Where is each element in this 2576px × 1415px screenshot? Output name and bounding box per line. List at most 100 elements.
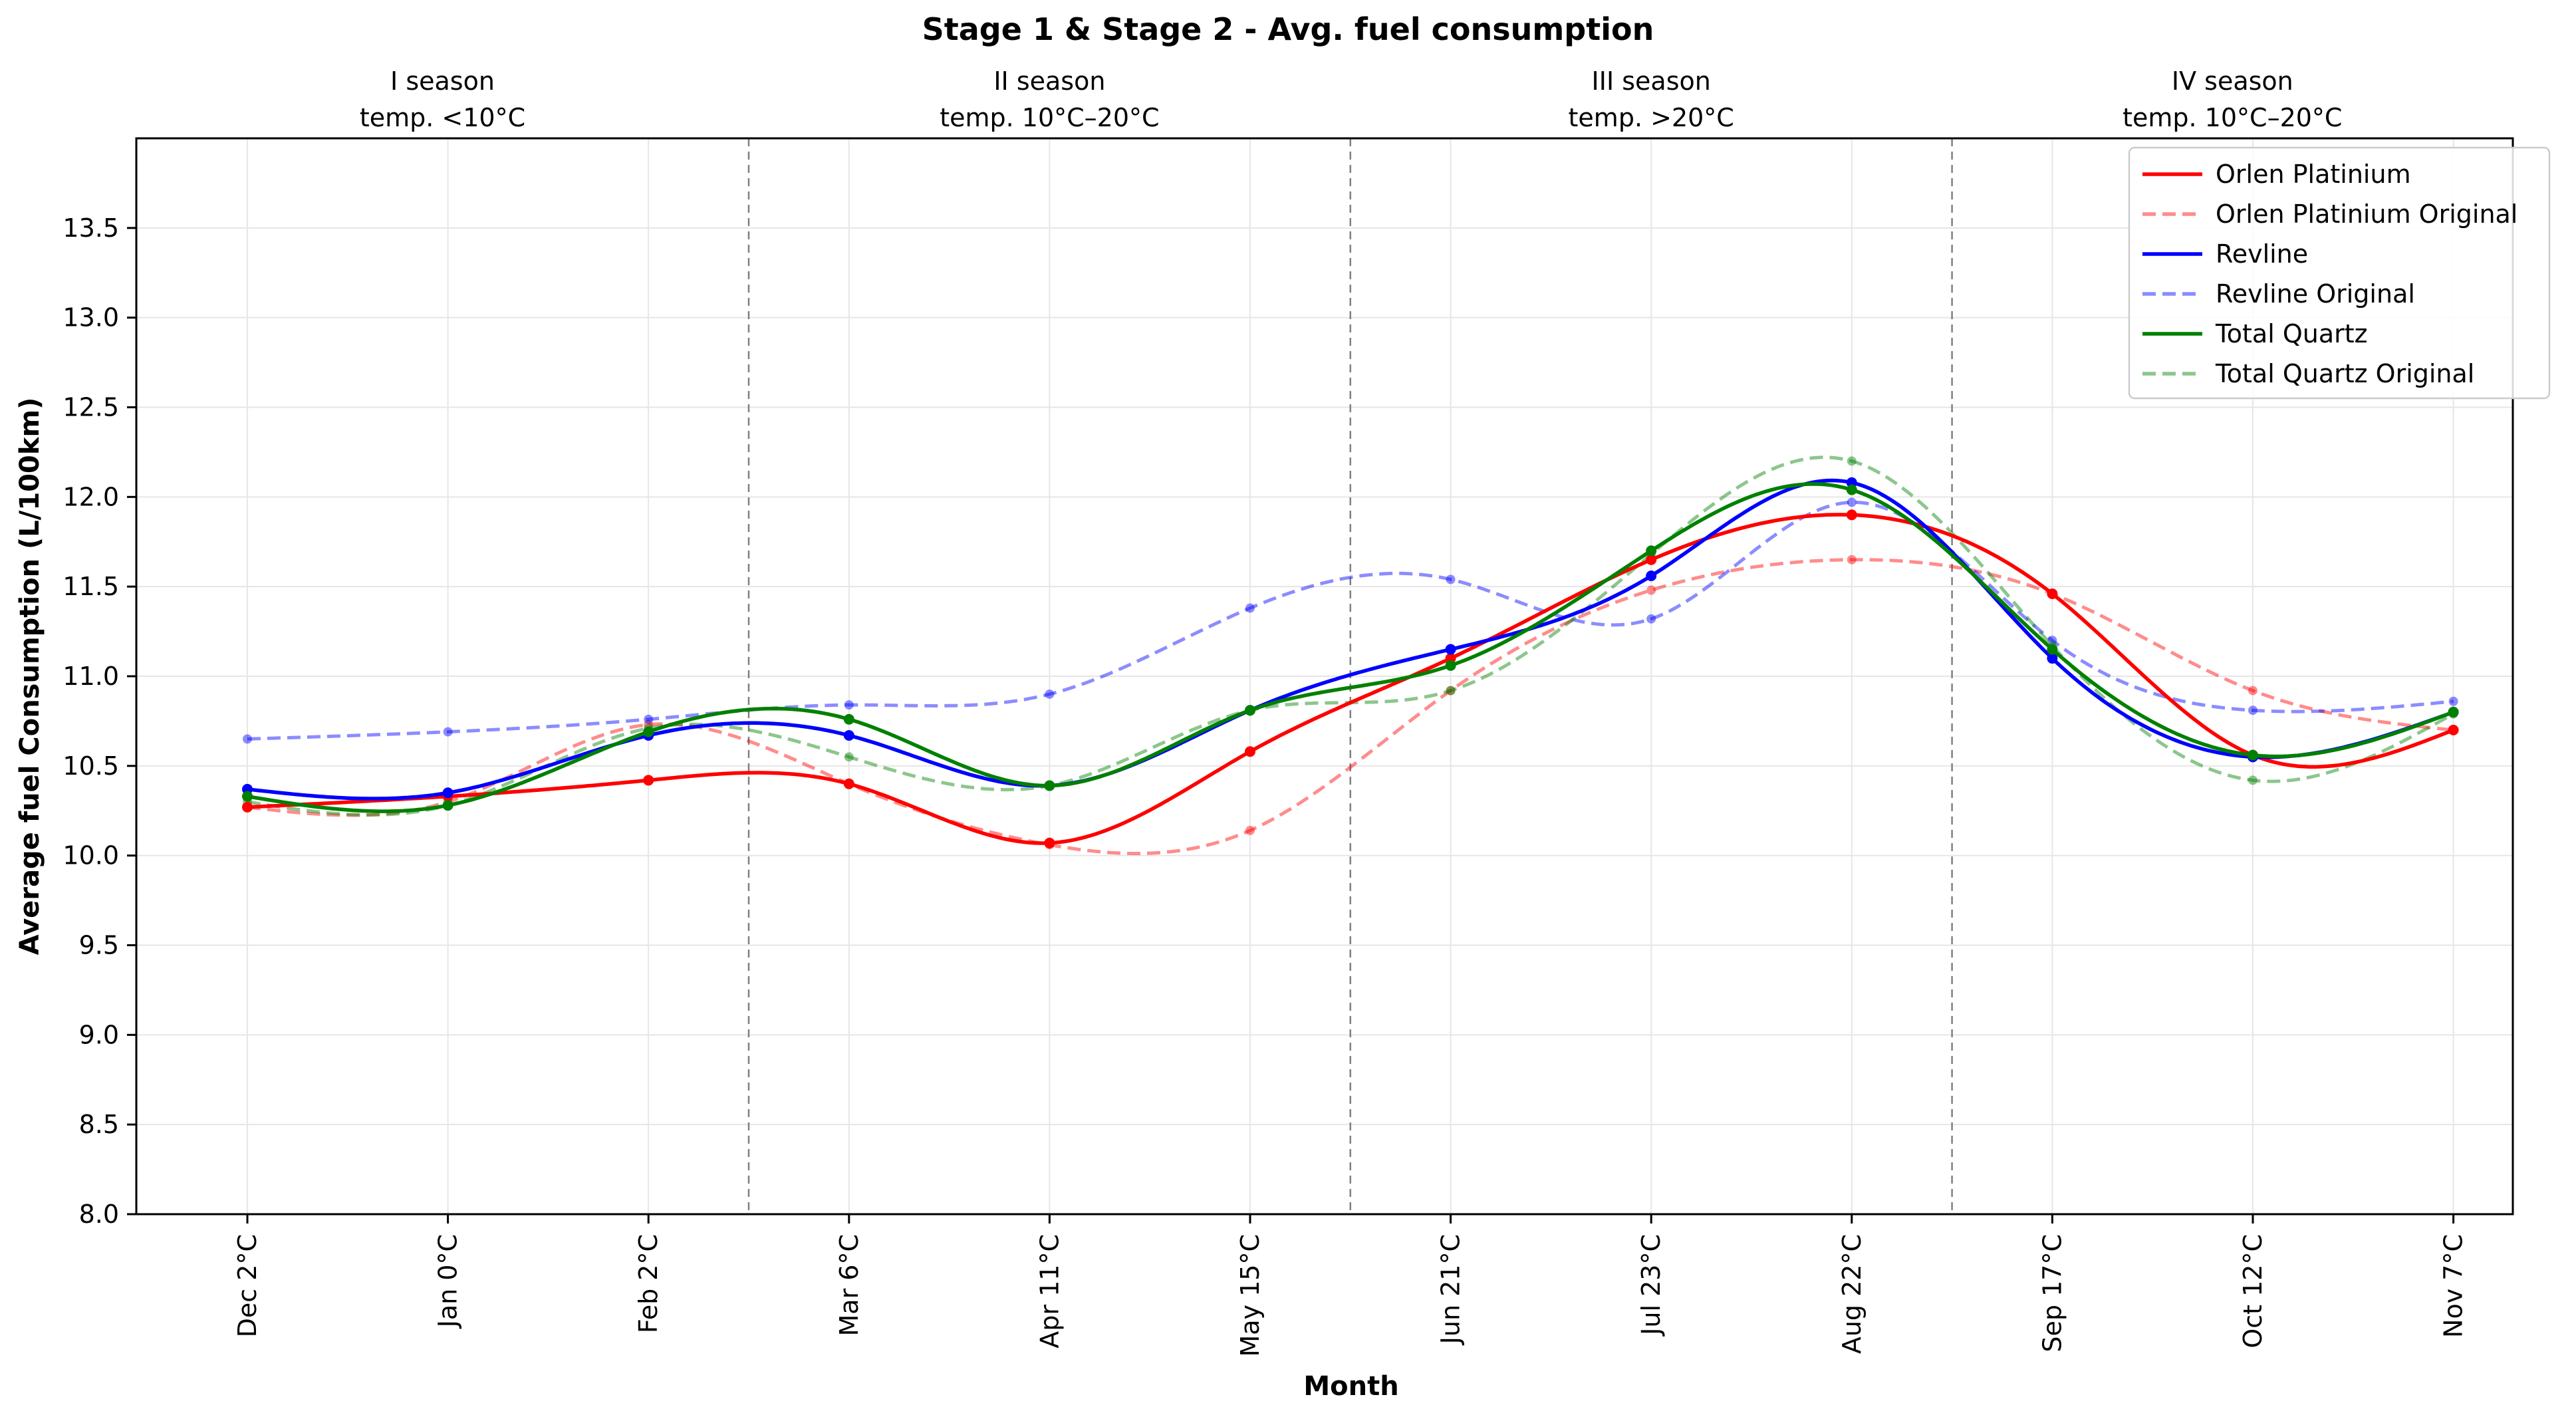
legend-label-revline: Revline xyxy=(2216,239,2308,269)
y-axis-ticks: 8.0 8.5 9.0 9.5 10.0 10.5 11.0 11.5 12.0 12.5 13.0… xyxy=(63,213,136,1229)
legend-label-orlen-platinium-original: Orlen Platinium Original xyxy=(2216,199,2517,229)
y-tick-label: 13.5 xyxy=(63,213,119,243)
chart-title: Stage 1 & Stage 2 - Avg. fuel consumptio… xyxy=(922,11,1654,47)
data-point-revline-original xyxy=(1646,614,1656,624)
season-temp: temp. <10°C xyxy=(360,103,525,132)
x-tick-label: Jan 0°C xyxy=(434,1234,463,1329)
data-point-revline xyxy=(843,729,854,741)
data-point-orlen-platinium xyxy=(643,775,654,786)
data-point-orlen-platinium xyxy=(242,801,253,813)
data-point-revline-original xyxy=(1045,689,1055,699)
data-point-revline-original xyxy=(443,727,453,737)
data-point-total-quartz xyxy=(1044,780,1055,791)
data-point-revline-original xyxy=(644,714,654,724)
data-point-total-quartz-original xyxy=(1446,686,1456,696)
data-point-revline-original xyxy=(2248,706,2257,715)
x-tick-label: Nov 7°C xyxy=(2439,1234,2468,1338)
data-point-total-quartz xyxy=(1846,484,1857,495)
data-point-total-quartz xyxy=(442,800,453,811)
data-point-orlen-platinium xyxy=(1044,837,1055,848)
data-point-revline-original xyxy=(1446,575,1456,584)
data-point-revline xyxy=(2047,653,2058,664)
data-point-total-quartz-original xyxy=(2248,775,2257,785)
data-point-orlen-platinium-original xyxy=(1245,825,1255,835)
x-tick-label: Sep 17°C xyxy=(2037,1234,2067,1352)
data-point-total-quartz xyxy=(643,726,654,737)
season-name: II season xyxy=(993,66,1105,96)
x-axis-label: Month xyxy=(1303,1371,1398,1402)
data-point-revline xyxy=(1445,644,1456,655)
season-temp: temp. >20°C xyxy=(1569,103,1734,132)
y-tick-label: 11.5 xyxy=(63,572,119,601)
data-point-revline-original xyxy=(2047,636,2057,646)
data-point-revline xyxy=(442,787,453,799)
data-point-orlen-platinium xyxy=(1846,509,1857,521)
data-point-orlen-platinium-original xyxy=(644,719,654,729)
x-axis-ticks: Dec 2°C Jan 0°C Feb 2°C Mar 6°C Apr 11°C May … xyxy=(233,1214,2468,1357)
series-line-orlen-platinium-original xyxy=(247,558,2454,856)
legend-label-orlen-platinium: Orlen Platinium xyxy=(2216,160,2411,189)
y-tick-label: 9.5 xyxy=(79,931,119,960)
season-temp: temp. 10°C–20°C xyxy=(2123,103,2342,132)
x-tick-label: Dec 2°C xyxy=(233,1234,262,1337)
data-point-total-quartz xyxy=(1245,705,1255,716)
x-tick-label: Apr 11°C xyxy=(1035,1234,1064,1349)
y-tick-label: 10.5 xyxy=(63,751,119,781)
legend-label-revline-original: Revline Original xyxy=(2216,279,2415,309)
series-line-revline-original xyxy=(247,500,2454,741)
data-point-total-quartz-original xyxy=(1847,456,1857,466)
data-point-orlen-platinium-original xyxy=(1446,686,1456,696)
y-tick-label: 10.0 xyxy=(63,841,119,870)
legend-label-total-quartz-original: Total Quartz Original xyxy=(2215,359,2474,388)
legend-box xyxy=(2128,146,2551,400)
y-tick-label: 9.0 xyxy=(79,1020,119,1049)
data-point-orlen-platinium-original xyxy=(2248,686,2257,696)
data-point-orlen-platinium xyxy=(2047,588,2058,599)
x-tick-label: Aug 22°C xyxy=(1837,1234,1867,1354)
x-tick-label: Jun 21°C xyxy=(1436,1234,1466,1345)
y-tick-label: 12.0 xyxy=(63,482,119,511)
data-point-total-quartz xyxy=(1646,545,1657,557)
y-tick-label: 13.0 xyxy=(63,303,119,332)
y-tick-label: 11.0 xyxy=(63,662,119,691)
y-tick-label: 8.5 xyxy=(79,1110,119,1139)
y-tick-label: 8.0 xyxy=(79,1200,119,1229)
data-point-orlen-platinium xyxy=(1646,554,1657,565)
legend-label-total-quartz: Total Quartz xyxy=(2215,319,2368,348)
data-point-revline-original xyxy=(1847,497,1857,507)
data-point-orlen-platinium xyxy=(843,778,854,789)
season-name: III season xyxy=(1592,66,1711,96)
data-point-orlen-platinium-original xyxy=(1847,555,1857,565)
data-point-revline-original xyxy=(1245,603,1255,613)
x-tick-label: May 15°C xyxy=(1235,1234,1265,1357)
y-tick-label: 12.5 xyxy=(63,393,119,422)
series-line-orlen-platinium xyxy=(247,513,2454,845)
x-tick-label: Feb 2°C xyxy=(634,1234,663,1333)
data-point-orlen-platinium-original xyxy=(1646,585,1656,595)
data-point-revline-original xyxy=(243,734,252,744)
data-point-total-quartz-original xyxy=(844,752,854,762)
data-point-revline xyxy=(1646,570,1657,581)
series-lines xyxy=(242,455,2459,856)
data-point-total-quartz xyxy=(2248,749,2258,761)
data-point-revline-original xyxy=(2448,696,2458,706)
data-point-total-quartz xyxy=(843,713,854,725)
season-labels: I season temp. <10°C II season temp. 10°C–2… xyxy=(360,66,2343,132)
data-point-orlen-platinium xyxy=(1245,746,1255,757)
season-name: IV season xyxy=(2172,66,2293,96)
series-line-total-quartz xyxy=(247,482,2454,813)
x-tick-label: Oct 12°C xyxy=(2238,1234,2267,1349)
data-point-orlen-platinium xyxy=(2448,724,2459,735)
x-tick-label: Mar 6°C xyxy=(835,1234,864,1336)
data-point-total-quartz xyxy=(1445,660,1456,671)
data-point-total-quartz xyxy=(2448,706,2459,717)
y-axis-label: Average fuel Consumption (L/100km) xyxy=(15,398,45,956)
season-temp: temp. 10°C–20°C xyxy=(940,103,1159,132)
data-point-total-quartz xyxy=(242,791,253,802)
data-point-revline-original xyxy=(844,700,854,710)
data-point-total-quartz xyxy=(2047,644,2058,655)
season-name: I season xyxy=(390,66,495,96)
x-tick-label: Jul 23°C xyxy=(1636,1234,1666,1337)
